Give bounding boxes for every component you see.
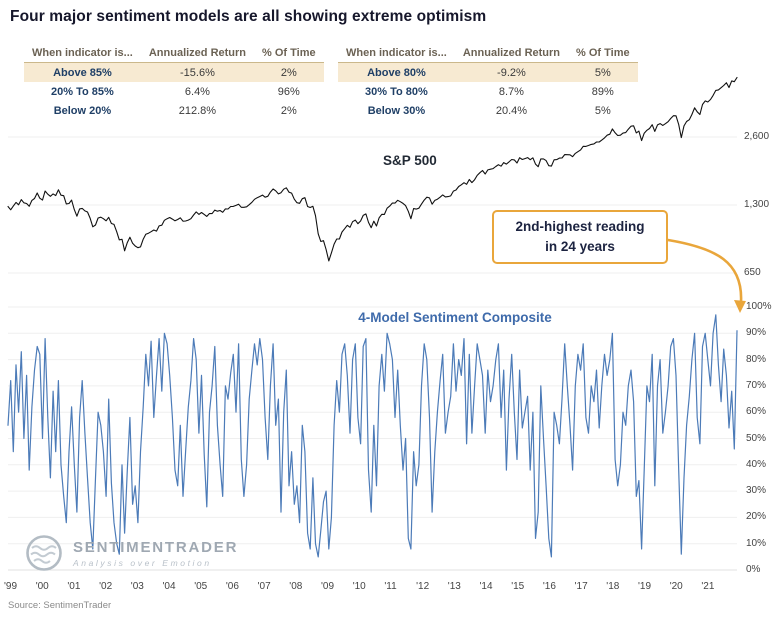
table-row: Below 30% 20.4% 5%	[338, 101, 638, 120]
return-cell: -9.2%	[497, 66, 526, 79]
table-row: Above 80% -9.2% 5%	[338, 62, 638, 82]
x-axis-label: '01	[67, 581, 81, 592]
sentimentrader-logo-icon	[26, 535, 62, 571]
x-axis-label: '08	[289, 581, 303, 592]
y-axis-label-sentiment: 80%	[746, 353, 767, 365]
y-axis-label-sentiment: 30%	[746, 485, 767, 497]
indicator-cell: Below 20%	[53, 104, 112, 117]
x-axis-label: '10	[352, 581, 366, 592]
y-axis-label-sentiment: 20%	[746, 511, 767, 523]
sentimentrader-watermark: SENTIMENTRADER Analysis over Emotion	[24, 533, 238, 573]
indicator-cell: Above 85%	[53, 66, 112, 79]
col-header-indicator: When indicator is...	[338, 44, 455, 63]
time-cell: 96%	[277, 85, 300, 98]
y-axis-label-sp500: 650	[744, 267, 761, 278]
return-cell: 6.4%	[184, 85, 210, 98]
y-axis-label-sentiment: 40%	[746, 458, 767, 470]
x-axis-label: '05	[194, 581, 208, 592]
table-row: Above 85% -15.6% 2%	[24, 62, 324, 82]
time-cell: 89%	[591, 85, 614, 98]
y-axis-label-sentiment: 60%	[746, 406, 767, 418]
x-axis-label: '99	[4, 581, 18, 592]
x-axis-label: '00	[35, 581, 49, 592]
table-row: 20% To 85% 6.4% 96%	[24, 82, 324, 101]
indicator-cell: 20% To 85%	[51, 85, 114, 98]
x-axis-label: '16	[542, 581, 556, 592]
indicator-cell: Above 80%	[367, 66, 426, 79]
time-cell: 2%	[280, 104, 297, 117]
col-header-return: Annualized Return	[140, 44, 255, 63]
y-axis-label-sp500: 2,600	[744, 131, 770, 142]
x-axis-label: '17	[574, 581, 588, 592]
return-cell: 20.4%	[495, 104, 528, 117]
x-axis-label: '14	[479, 581, 493, 592]
x-axis-label: '11	[384, 581, 397, 592]
indicator-cell: 30% To 80%	[365, 85, 428, 98]
x-axis-label: '13	[447, 581, 461, 592]
col-header-indicator: When indicator is...	[24, 44, 141, 63]
annotation-line2: in 24 years	[545, 239, 615, 254]
x-axis-label: '07	[257, 581, 271, 592]
x-axis-label: '09	[321, 581, 335, 592]
col-header-time: % Of Time	[568, 44, 638, 63]
sp500-line-chart	[7, 76, 738, 274]
table-row: 30% To 80% 8.7% 89%	[338, 82, 638, 101]
table-row: Below 20% 212.8% 2%	[24, 101, 324, 120]
y-axis-label-sp500: 1,300	[744, 199, 770, 210]
watermark-name: SENTIMENTRADER	[73, 538, 239, 556]
x-axis-label: '18	[606, 581, 620, 592]
time-cell: 5%	[594, 104, 611, 117]
annotation-line1: 2nd-highest reading	[515, 219, 645, 235]
annotation-callout: 2nd-highest reading in 24 years	[492, 210, 668, 264]
time-cell: 2%	[280, 66, 297, 79]
sentiment-composite-line-chart	[7, 306, 738, 571]
page-title: Four major sentiment models are all show…	[10, 8, 487, 25]
y-axis-label-sentiment: 0%	[746, 564, 761, 575]
y-axis-label-sentiment: 100%	[746, 301, 772, 312]
x-axis-label: '15	[511, 581, 525, 592]
stats-table-right: When indicator is... Annualized Return %…	[338, 44, 638, 120]
y-axis-label-sentiment: 70%	[746, 379, 767, 391]
x-axis-label: '06	[225, 581, 239, 592]
x-axis-label: '21	[701, 581, 715, 592]
source-text: Source: SentimenTrader	[8, 600, 112, 611]
return-cell: 8.7%	[498, 85, 524, 98]
sentiment-chart-title: 4-Model Sentiment Composite	[358, 310, 552, 325]
y-axis-label-sentiment: 10%	[746, 537, 767, 549]
x-axis-label: '19	[638, 581, 652, 592]
x-axis-label: '20	[669, 581, 683, 592]
x-axis-label: '03	[130, 581, 144, 592]
col-header-return: Annualized Return	[454, 44, 569, 63]
watermark-tagline: Analysis over Emotion	[73, 557, 212, 568]
col-header-time: % Of Time	[254, 44, 324, 63]
return-cell: 212.8%	[178, 104, 217, 117]
x-axis-label: '04	[162, 581, 176, 592]
x-axis-label: '02	[99, 581, 113, 592]
y-axis-label-sentiment: 50%	[746, 432, 767, 444]
indicator-cell: Below 30%	[367, 104, 426, 117]
sp500-chart-title: S&P 500	[383, 153, 437, 168]
return-cell: -15.6%	[180, 66, 215, 79]
stats-table-left: When indicator is... Annualized Return %…	[24, 44, 324, 120]
x-axis-label: '12	[416, 581, 430, 592]
time-cell: 5%	[594, 66, 611, 79]
y-axis-label-sentiment: 90%	[746, 327, 767, 339]
